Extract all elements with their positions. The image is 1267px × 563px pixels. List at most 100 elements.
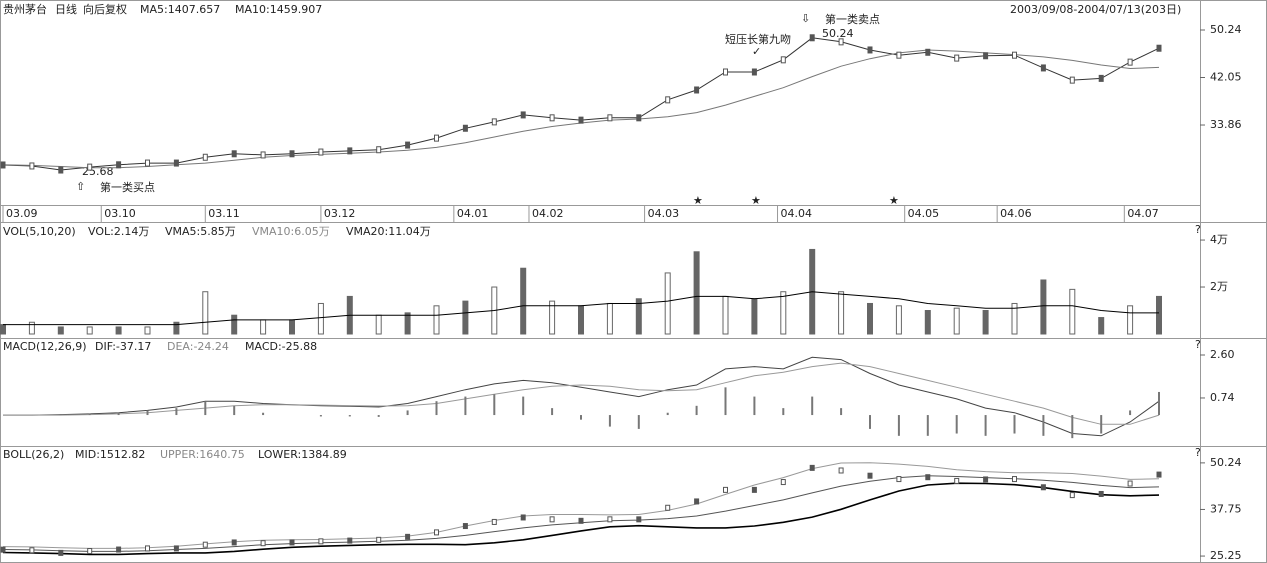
boll-price-marker: [231, 539, 237, 546]
panel-label: BOLL(26,2): [3, 448, 64, 461]
price-marker: [1012, 51, 1017, 59]
boll-price-marker: [289, 539, 295, 546]
boll-price-marker: [1098, 490, 1104, 497]
price-marker: [434, 134, 439, 142]
volume-bar: [867, 302, 873, 335]
volume-bar: [549, 300, 556, 335]
boll-price-marker: [405, 533, 411, 540]
panel-label: VMA5:5.85万: [165, 225, 236, 238]
price-marker: [520, 111, 526, 119]
price-marker: [694, 86, 700, 94]
boll-price-marker: [347, 537, 353, 544]
high-label: 50.24: [822, 27, 854, 40]
series-line: [2, 482, 1160, 556]
panel-label: VMA20:11.04万: [346, 225, 431, 238]
volume-bar: [0, 324, 6, 335]
price-marker: [896, 51, 902, 59]
volume-bar: [28, 321, 35, 335]
boll-price-marker: [462, 523, 468, 530]
y-tick-label: 50.24: [1210, 23, 1242, 36]
panel-label: VOL:2.14万: [88, 225, 149, 238]
boll-price-marker: [376, 536, 382, 543]
boll-price-marker: [694, 498, 700, 505]
volume-bar: [1127, 305, 1134, 335]
price-marker: [867, 46, 873, 54]
price-marker: [289, 150, 295, 158]
volume-bar: [693, 251, 700, 335]
price-marker: [491, 118, 497, 126]
price-marker: [260, 151, 266, 159]
price-marker: [87, 163, 93, 171]
volume-bar: [173, 321, 180, 335]
sell-label: 第一类卖点: [825, 12, 880, 26]
price-marker: [1098, 74, 1104, 82]
boll-price-marker: [1040, 484, 1046, 491]
price-marker: [347, 147, 353, 155]
boll-price-marker: [1127, 480, 1133, 487]
volume-bar: [57, 326, 64, 335]
panel-label: UPPER:1640.75: [160, 448, 245, 461]
series-line: [3, 356, 1160, 437]
boll-price-marker: [607, 516, 613, 523]
price-marker: [318, 148, 324, 156]
boll-price-marker: [665, 504, 671, 511]
boll-price-marker: [29, 547, 35, 554]
price-marker: [925, 48, 931, 56]
stock-name: 贵州茅台: [3, 2, 47, 16]
price-marker: [231, 150, 237, 158]
price-marker: [202, 153, 208, 161]
ma5-label: MA5:1407.657: [140, 3, 220, 16]
boll-price-marker: [58, 549, 64, 556]
price-marker: [578, 116, 584, 124]
y-tick-label: 25.25: [1210, 549, 1242, 562]
volume-bar: [462, 300, 469, 335]
price-marker: [0, 161, 6, 169]
volume-bar: [838, 291, 845, 335]
series-line: [2, 475, 1160, 552]
sell-arrow: ⇩: [801, 12, 810, 25]
x-tick-label: 04.07: [1127, 207, 1159, 220]
price-marker: [636, 114, 642, 122]
volume-bar: [144, 326, 151, 335]
panel-label: VOL(5,10,20): [3, 225, 76, 238]
panel-label: DIF:-37.17: [95, 340, 151, 353]
buy-arrow: ⇧: [76, 180, 85, 193]
price-marker: [1156, 44, 1162, 52]
volume-bar: [578, 305, 584, 335]
check-mark: ✓: [752, 45, 761, 58]
boll-price-marker: [87, 548, 93, 555]
price-marker: [665, 96, 671, 104]
price-marker: [607, 114, 613, 122]
x-tick-label: 04.04: [781, 207, 813, 220]
x-tick-label: 03.11: [208, 207, 240, 220]
period: 日线: [55, 2, 77, 16]
boll-price-marker: [0, 546, 6, 553]
x-tick-label: 04.02: [532, 207, 564, 220]
x-tick-label: 03.10: [104, 207, 136, 220]
volume-bar: [115, 326, 122, 335]
volume-bar: [982, 310, 989, 335]
volume-bar: [520, 267, 527, 335]
y-tick-label: 50.24: [1210, 456, 1242, 469]
boll-price-marker: [809, 464, 815, 471]
price-marker: [376, 146, 382, 154]
boll-price-marker: [1069, 492, 1075, 499]
boll-price-marker: [1012, 476, 1017, 483]
y-tick-label: 33.86: [1210, 118, 1242, 131]
price-marker: [29, 162, 35, 170]
volume-bar: [289, 319, 295, 335]
date-range: 2003/09/08-2004/07/13(203日): [1010, 3, 1181, 16]
volume-bar: [231, 314, 238, 335]
price-marker: [1040, 64, 1046, 72]
volume-bar: [202, 291, 209, 335]
panel-label: MACD(12,26,9): [3, 340, 87, 353]
volume-bar: [606, 302, 613, 335]
y-tick-label: 37.75: [1210, 502, 1242, 515]
boll-price-marker: [723, 486, 728, 493]
x-tick-label: 03.09: [6, 207, 38, 220]
boll-price-marker: [145, 545, 150, 552]
boll-price-marker: [896, 476, 902, 483]
price-marker: [809, 34, 815, 42]
